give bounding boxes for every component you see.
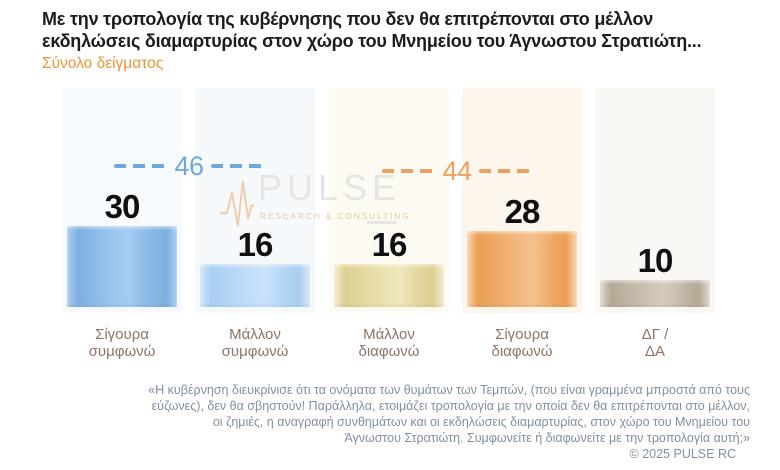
category-label-mallon-diafono: Μάλλον διαφωνώ bbox=[358, 326, 420, 360]
chart-column-mallon-diafono: 16 bbox=[329, 88, 449, 313]
bar-mallon-diafono bbox=[334, 263, 444, 307]
agree-total-value: 46 bbox=[174, 150, 204, 181]
chart-column-sigoura-diafono: 28 bbox=[462, 88, 582, 313]
column-background bbox=[595, 88, 715, 313]
disagree-total-annotation: 44 bbox=[382, 155, 533, 186]
value-label: 10 bbox=[637, 242, 674, 279]
dashed-line bbox=[382, 169, 436, 173]
dashed-line bbox=[114, 164, 168, 168]
copyright-notice: © 2025 PULSE RC bbox=[629, 447, 736, 461]
chart-title-line1: Με την τροπολογία της κυβέρνησης που δεν… bbox=[42, 9, 654, 29]
category-label-mallon-symfono: Μάλλον συμφωνώ bbox=[221, 326, 289, 360]
chart-column-dg-da: 10 bbox=[595, 88, 715, 313]
value-label: 28 bbox=[504, 193, 541, 231]
value-label: 16 bbox=[237, 225, 274, 263]
chart-column-mallon-symfono: 16 bbox=[195, 88, 315, 313]
value-label: 16 bbox=[371, 225, 408, 263]
category-label-dg-da: ΔΓ / ΔΑ bbox=[641, 326, 669, 360]
bar-dg-da bbox=[600, 280, 710, 307]
watermark-underline bbox=[367, 221, 397, 224]
category-axis: Σίγουρα συμφωνώ Μάλλον συμφωνώ Μάλλον δι… bbox=[62, 326, 715, 366]
chart-column-sigoura-symfono: 30 bbox=[62, 88, 182, 313]
chart-title: Με την τροπολογία της κυβέρνησης που δεν… bbox=[42, 8, 742, 52]
dashed-line bbox=[210, 164, 265, 168]
bar-sigoura-diafono bbox=[467, 231, 577, 307]
category-label-sigoura-symfono: Σίγουρα συμφωνώ bbox=[88, 326, 156, 360]
category-label-sigoura-diafono: Σίγουρα διαφωνώ bbox=[491, 326, 553, 360]
bar-sigoura-symfono bbox=[67, 226, 177, 307]
sample-label: Σύνολο δείγματος bbox=[42, 55, 164, 72]
bar-mallon-symfono bbox=[200, 263, 310, 307]
chart-title-line2: εκδηλώσεις διαμαρτυρίας στον χώρο του Μν… bbox=[42, 31, 702, 51]
bar-chart: PULSE RESEARCH & CONSULTING 30 16 16 28 bbox=[62, 88, 715, 313]
agree-total-annotation: 46 bbox=[114, 150, 265, 181]
dashed-line bbox=[478, 169, 533, 173]
disagree-total-value: 44 bbox=[442, 155, 472, 186]
value-label: 30 bbox=[104, 188, 141, 225]
survey-question-footnote: «Η κυβέρνηση διευκρίνισε ότι τα ονόματα … bbox=[148, 383, 750, 445]
